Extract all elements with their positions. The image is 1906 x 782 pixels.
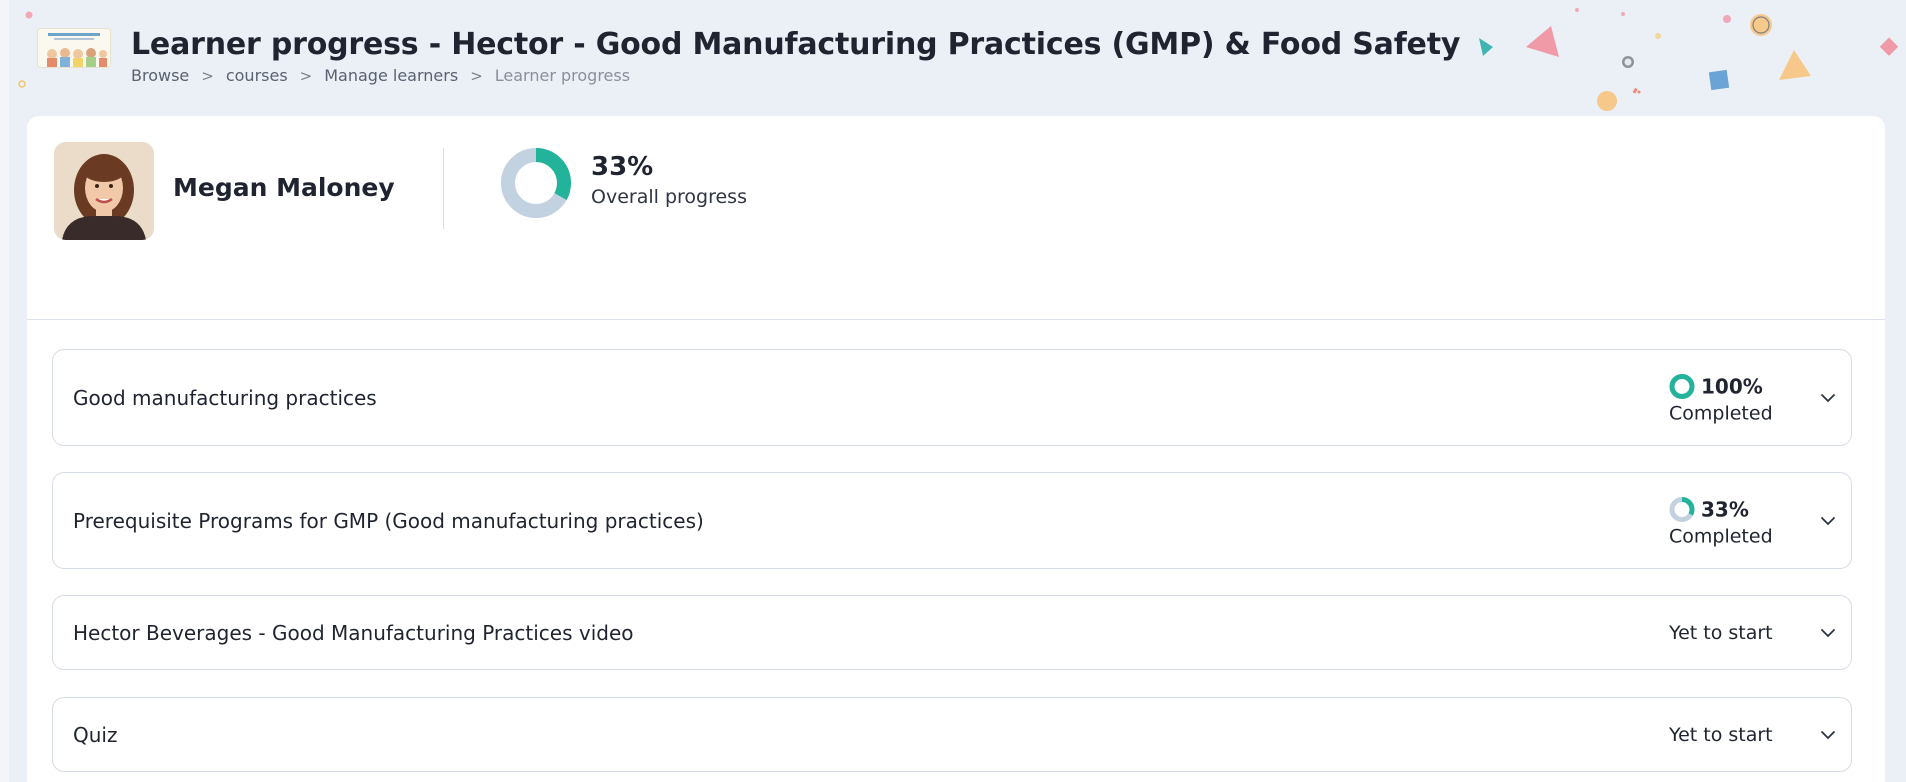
confetti-decoration-right [1479,8,1899,111]
breadcrumb-learner-progress: Learner progress [494,66,631,85]
progress-ring-icon [1669,373,1695,399]
module-status-label: Yet to start [1669,621,1773,644]
module-quiz[interactable]: Quiz Yet to start [52,697,1852,772]
module-hector-beverages-gmp-video[interactable]: Hector Beverages - Good Manufacturing Pr… [52,595,1852,670]
module-status-label: Completed [1669,402,1773,424]
overall-progress-label: Overall progress [591,186,747,208]
breadcrumb-separator: > [470,66,483,85]
breadcrumb-manage-learners[interactable]: Manage learners [324,66,459,85]
module-status: 100% Completed [1669,371,1799,424]
learner-progress-card: Megan Maloney 33% Overall progress Good … [27,116,1885,782]
learner-profile: Megan Maloney 33% Overall progress [27,116,1885,320]
overall-progress-percent: 33% [591,152,654,182]
module-progress-percent: 33% [1701,497,1749,521]
learner-name: Megan Maloney [173,173,395,202]
page: Learner progress - Hector - Good Manufac… [9,0,1906,782]
module-status: Yet to start [1669,622,1799,644]
avatar [54,142,154,240]
overall-progress-ring-icon [501,148,571,218]
module-title: Prerequisite Programs for GMP (Good manu… [73,508,704,533]
breadcrumb-separator: > [201,66,214,85]
module-title: Good manufacturing practices [73,385,377,410]
profile-divider [443,148,444,229]
course-thumbnail [37,28,111,68]
breadcrumb-browse[interactable]: Browse [131,66,190,85]
chevron-down-icon[interactable] [1819,389,1837,407]
module-title: Quiz [73,722,118,747]
module-status-label: Completed [1669,525,1773,547]
breadcrumb-separator: > [299,66,313,85]
module-progress-percent: 100% [1701,374,1763,398]
module-prerequisite-programs[interactable]: Prerequisite Programs for GMP (Good manu… [52,472,1852,569]
left-edge-strip [0,0,9,782]
module-good-manufacturing-practices[interactable]: Good manufacturing practices 100% Comple… [52,349,1852,446]
chevron-down-icon[interactable] [1819,512,1837,530]
page-header: Learner progress - Hector - Good Manufac… [9,0,1906,116]
breadcrumb-courses[interactable]: courses [225,66,288,85]
module-title: Hector Beverages - Good Manufacturing Pr… [73,620,634,645]
chevron-down-icon[interactable] [1819,624,1837,642]
page-title: Learner progress - Hector - Good Manufac… [131,27,1461,62]
confetti-decoration-left [18,11,33,88]
breadcrumb: Browse > courses > Manage learners > Lea… [131,66,630,85]
progress-ring-icon [1669,496,1695,522]
module-status: Yet to start [1669,724,1799,746]
module-status-label: Yet to start [1669,723,1773,746]
module-status: 33% Completed [1669,494,1799,547]
chevron-down-icon[interactable] [1819,726,1837,744]
